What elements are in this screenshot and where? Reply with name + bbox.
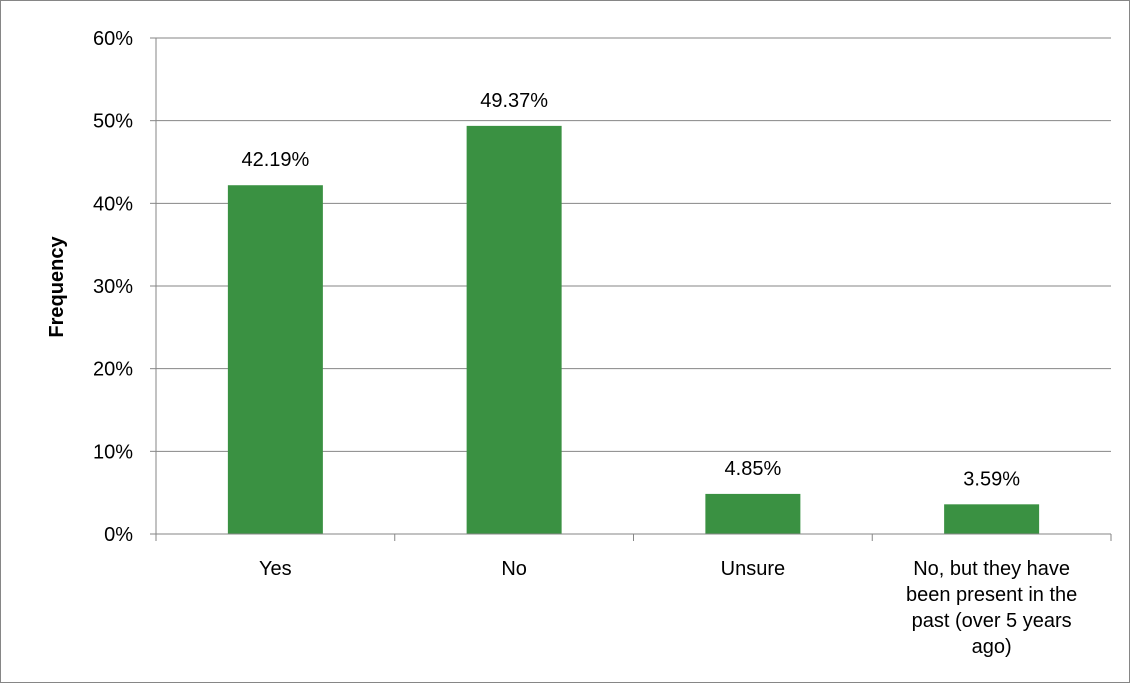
category-label: Unsure <box>721 558 785 580</box>
y-tick-label: 40% <box>93 193 133 215</box>
bar <box>227 185 323 534</box>
bar <box>944 504 1040 534</box>
data-label: 4.85% <box>725 458 782 480</box>
data-label: 49.37% <box>480 90 548 112</box>
category-label-line: ago) <box>972 636 1012 658</box>
category-label-line: past (over 5 years <box>912 610 1072 632</box>
category-label-line: been present in the <box>906 584 1077 606</box>
bars <box>227 125 1040 534</box>
y-tick-label: 10% <box>93 441 133 463</box>
axes <box>150 37 1112 541</box>
bar <box>466 125 562 534</box>
category-label-line: Yes <box>259 558 292 580</box>
data-labels: 42.19% 49.37% 4.85% 3.59% <box>241 90 1020 490</box>
y-tick-label: 30% <box>93 276 133 298</box>
category-label-line: No <box>501 558 527 580</box>
category-label-line: Unsure <box>721 558 785 580</box>
category-label: Yes <box>259 558 292 580</box>
category-label: No, but they have been present in the past… <box>906 558 1077 658</box>
y-tick-label: 20% <box>93 359 133 381</box>
y-tick-label: 50% <box>93 111 133 133</box>
category-label-line: No, but they have <box>913 558 1070 580</box>
data-label: 42.19% <box>241 149 309 171</box>
data-label: 3.59% <box>963 468 1020 490</box>
y-tick-label: 60% <box>93 28 133 50</box>
category-label: No <box>501 558 527 580</box>
bar <box>705 493 801 534</box>
category-labels: Yes No Unsure No, but they have been present… <box>259 558 1077 658</box>
y-tick-labels: 0% 10% 20% 30% 40% 50% 60% <box>93 28 133 546</box>
y-tick-label: 0% <box>104 524 133 546</box>
y-axis-title: Frequency <box>46 236 68 338</box>
